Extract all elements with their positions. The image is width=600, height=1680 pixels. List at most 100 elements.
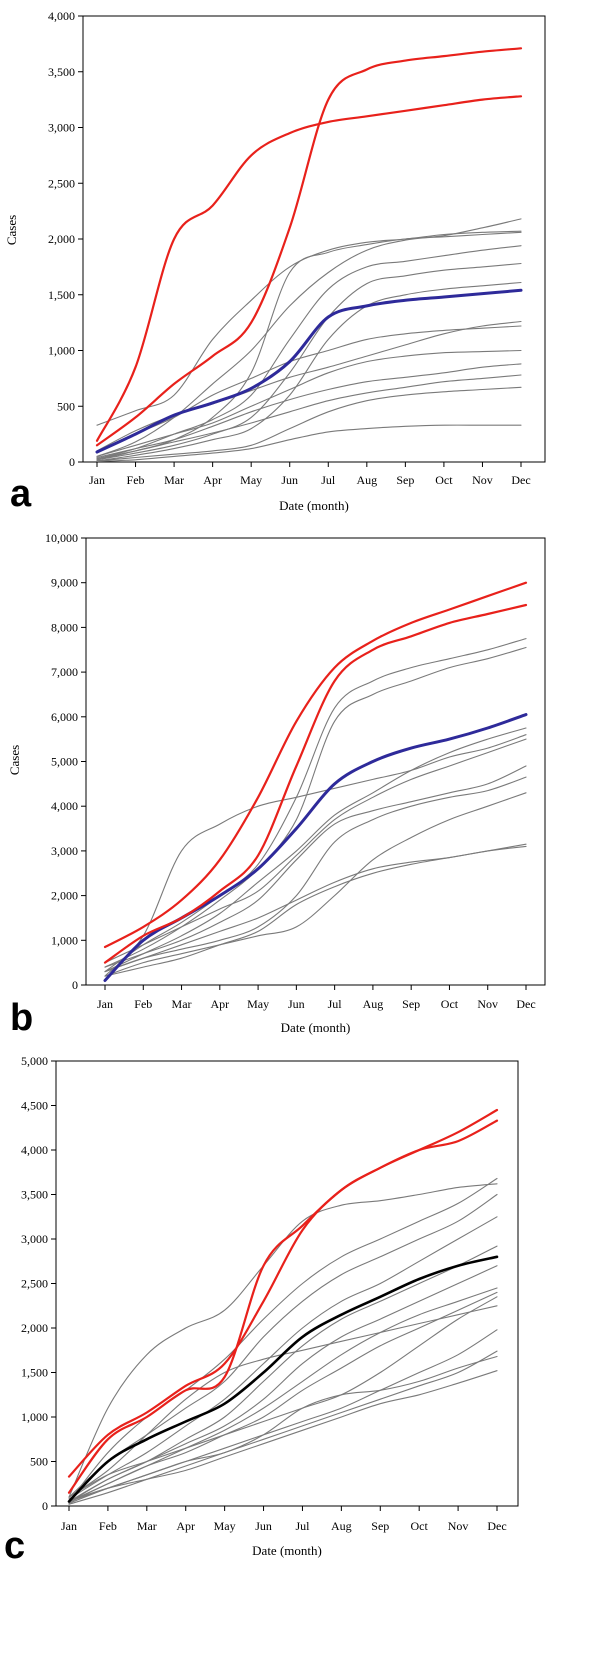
y-axis-title: Cases [4, 215, 19, 245]
x-tick-label: Dec [511, 473, 530, 487]
x-tick-label: Nov [477, 997, 498, 1011]
x-axis-title: Date (month) [281, 1020, 351, 1035]
panel-letter: c [4, 1525, 25, 1567]
y-tick-label: 4,000 [21, 1143, 48, 1157]
y-tick-label: 500 [30, 1455, 48, 1469]
mean-series-line [95, 288, 523, 454]
other-series-line [96, 386, 522, 462]
other-series-line [104, 765, 527, 968]
y-tick-label: 3,000 [48, 121, 75, 135]
y-tick-label: 2,500 [21, 1277, 48, 1291]
y-tick-label: 9,000 [51, 576, 78, 590]
y-tick-label: 2,000 [51, 889, 78, 903]
x-axis-title: Date (month) [252, 1543, 322, 1558]
x-tick-label: Jun [288, 997, 305, 1011]
y-tick-label: 4,500 [21, 1099, 48, 1113]
y-tick-label: 1,000 [48, 344, 75, 358]
y-tick-label: 0 [72, 978, 78, 992]
highlight-series-line [103, 581, 528, 949]
other-series-line [68, 1370, 498, 1502]
x-tick-label: Apr [210, 997, 229, 1011]
chart-panel-b: 0 1,000 2,000 3,000 4,000 5,000 6,000 7,000 8,00… [7, 531, 546, 1039]
x-tick-label: Sep [371, 1519, 389, 1533]
other-series-line [104, 738, 527, 964]
chart-panel-c: 0 500 1,000 1,500 2,000 2,500 3,000 3,500 4,000 4… [4, 1054, 519, 1567]
y-tick-label: 1,500 [48, 288, 75, 302]
other-series-line [96, 374, 522, 460]
x-tick-label: May [240, 473, 262, 487]
y-tick-label: 1,500 [21, 1366, 48, 1380]
y-tick-label: 1,000 [51, 933, 78, 947]
y-tick-label: 3,000 [51, 844, 78, 858]
other-series-line [96, 320, 522, 452]
other-series-line [104, 792, 527, 977]
x-tick-label: Oct [441, 997, 459, 1011]
panel-letter: a [10, 473, 32, 515]
x-tick-label: Aug [356, 473, 377, 487]
mean-series-line [103, 713, 528, 982]
x-tick-label: Nov [472, 473, 493, 487]
y-tick-label: 4,000 [51, 799, 78, 813]
y-tick-label: 6,000 [51, 710, 78, 724]
x-tick-label: Jun [255, 1519, 272, 1533]
x-tick-label: Jul [295, 1519, 310, 1533]
other-series-line [96, 325, 522, 454]
y-tick-label: 8,000 [51, 620, 78, 634]
x-tick-label: Feb [99, 1519, 117, 1533]
other-series-line [96, 424, 522, 462]
other-series-line [104, 734, 527, 977]
x-tick-label: Sep [402, 997, 420, 1011]
other-series-line [68, 1291, 498, 1503]
x-tick-label: Jun [281, 473, 298, 487]
chart-panel-a: 0 500 1,000 1,500 2,000 2,500 3,000 3,500 4,000 J… [4, 9, 546, 515]
other-series-line [68, 1296, 498, 1498]
other-series-line [96, 363, 522, 459]
y-tick-label: 500 [57, 399, 75, 413]
x-tick-label: Mar [137, 1519, 157, 1533]
y-tick-label: 3,500 [21, 1188, 48, 1202]
y-tick-label: 5,000 [21, 1054, 48, 1068]
y-tick-label: 3,500 [48, 65, 75, 79]
y-tick-label: 1,000 [21, 1410, 48, 1424]
y-tick-label: 0 [42, 1499, 48, 1513]
panel-letter: b [10, 997, 33, 1039]
x-tick-label: Jul [328, 997, 343, 1011]
x-tick-label: Mar [172, 997, 192, 1011]
y-tick-label: 10,000 [45, 531, 78, 545]
x-tick-label: Aug [363, 997, 384, 1011]
other-series-line [104, 638, 527, 973]
other-series-line [68, 1216, 498, 1500]
x-tick-label: May [247, 997, 269, 1011]
y-tick-label: 3,000 [21, 1232, 48, 1246]
other-series-line [104, 845, 527, 973]
highlight-series-line [67, 1119, 499, 1494]
other-series-line [104, 776, 527, 973]
other-series-line [68, 1177, 498, 1503]
x-tick-label: Aug [331, 1519, 352, 1533]
y-tick-label: 5,000 [51, 755, 78, 769]
x-tick-label: Nov [448, 1519, 469, 1533]
y-tick-label: 7,000 [51, 665, 78, 679]
x-tick-label: Oct [411, 1519, 429, 1533]
x-axis-title: Date (month) [279, 498, 349, 513]
x-tick-label: Apr [176, 1519, 195, 1533]
x-tick-label: Sep [396, 473, 414, 487]
other-series-line [96, 281, 522, 462]
x-tick-label: Apr [203, 473, 222, 487]
y-axis-title: Cases [7, 745, 22, 775]
x-tick-label: Jan [89, 473, 105, 487]
plot-frame [85, 537, 546, 986]
x-tick-label: Feb [127, 473, 145, 487]
other-series-line [68, 1193, 498, 1498]
highlight-series-line [103, 603, 528, 964]
plot-frame [55, 1060, 519, 1507]
y-tick-label: 4,000 [48, 9, 75, 23]
x-tick-label: Dec [516, 997, 535, 1011]
y-tick-label: 2,000 [48, 232, 75, 246]
x-tick-label: Jul [321, 473, 336, 487]
other-series-line [68, 1355, 498, 1503]
highlight-series-line [95, 95, 523, 442]
plot-frame [82, 15, 546, 463]
x-tick-label: Feb [134, 997, 152, 1011]
other-series-line [96, 262, 522, 461]
